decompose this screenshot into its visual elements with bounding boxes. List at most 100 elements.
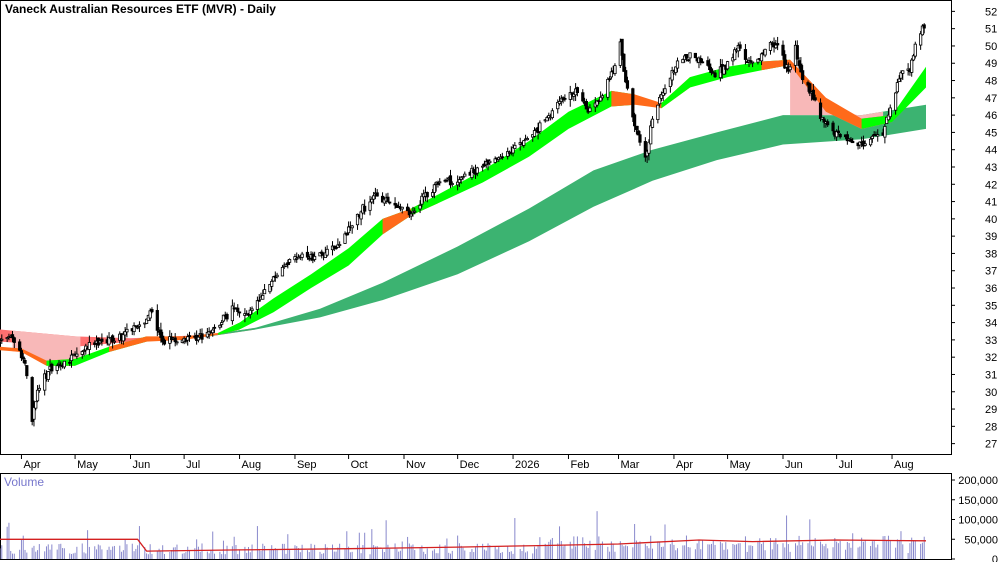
candle-body-down <box>388 201 392 204</box>
candle-body-down <box>307 257 311 260</box>
candle-body-up <box>35 389 40 402</box>
price-panel-border <box>0 0 952 455</box>
time-tick-label: May <box>730 459 751 471</box>
candle-body-up <box>457 179 462 183</box>
candle-body-down <box>838 133 842 138</box>
candle-body-up <box>722 65 726 75</box>
candle-body-down <box>686 59 690 62</box>
candle-body-down <box>706 60 710 66</box>
candle-body-up <box>5 337 9 339</box>
candle-body-up <box>343 233 347 244</box>
fade-band <box>790 59 884 129</box>
candle-body-up <box>296 256 301 259</box>
price-tick-label: 45 <box>985 127 997 139</box>
fade-band <box>12 330 81 366</box>
time-tick-label: Oct <box>351 459 368 471</box>
price-panel: Vaneck Australian Resources ETF (MVR) - … <box>0 0 952 455</box>
candle-body-down <box>801 70 805 81</box>
candle-body-down <box>50 363 54 372</box>
candle-body-up <box>175 341 179 344</box>
candle-body-up <box>287 259 292 263</box>
candle-body-up <box>756 58 760 63</box>
candle-body-up <box>261 294 265 300</box>
candle-body-up <box>681 59 685 64</box>
candle-body-up <box>368 201 372 211</box>
candle-body-down <box>286 262 290 266</box>
candle-body-up <box>522 140 526 146</box>
time-tick-label: Sep <box>297 459 317 471</box>
candle-body-up <box>820 117 824 120</box>
candle-body-up <box>318 252 322 257</box>
volume-tick-label: 50,000 <box>964 534 998 546</box>
candle-body-up <box>688 52 692 59</box>
candle-body-up <box>885 116 889 124</box>
candle-body-down <box>25 365 29 377</box>
candle-body-down <box>23 359 27 364</box>
candle-body-down <box>393 202 397 206</box>
price-tick-label: 49 <box>985 58 997 70</box>
fast-ribbon-up-segment <box>218 208 412 335</box>
candle-body-down <box>225 314 229 320</box>
candle-body-down <box>631 88 635 118</box>
candle-body-up <box>211 329 215 334</box>
price-tick-label: 51 <box>985 24 997 36</box>
candle-body-down <box>849 138 853 142</box>
time-tick-label: Jun <box>785 459 803 471</box>
candle-body-up <box>674 66 678 73</box>
candle-body-down <box>799 63 803 73</box>
candle-body-down <box>749 60 753 63</box>
time-tick-label: May <box>77 459 98 471</box>
candle-body-down <box>570 92 574 95</box>
candle-body-down <box>237 311 242 314</box>
candle-body-up <box>858 141 862 146</box>
candle-body-up <box>205 331 209 338</box>
candle-body-down <box>159 329 163 338</box>
candle-body-down <box>624 70 628 83</box>
candle-body-down <box>436 183 440 185</box>
candle-body-down <box>375 192 379 197</box>
price-tick-label: 43 <box>985 162 997 174</box>
candle-body-up <box>121 334 125 342</box>
candle-body-up <box>413 210 417 213</box>
candle-body-up <box>250 308 254 311</box>
candle-body-up <box>475 167 479 174</box>
candle-body-down <box>563 97 567 100</box>
candle-body-up <box>920 25 925 36</box>
candle-body-up <box>148 310 152 319</box>
candle-body-up <box>668 77 672 87</box>
candle-body-down <box>161 335 165 343</box>
price-tick-label: 35 <box>985 300 997 312</box>
candle-body-up <box>481 165 485 168</box>
price-tick-label: 40 <box>985 214 997 226</box>
candle-body-up <box>300 253 304 258</box>
candle-body-down <box>699 58 703 63</box>
price-tick-label: 41 <box>985 197 997 209</box>
candle-body-down <box>811 89 815 100</box>
candle-body-up <box>137 324 142 327</box>
candle-body-up <box>284 264 288 267</box>
candle-body-down <box>30 377 34 422</box>
candle-body-up <box>43 373 47 391</box>
candle-body-up <box>136 326 140 329</box>
fast-ribbon-up-segment <box>861 66 926 129</box>
candle-body-up <box>663 88 667 94</box>
candle-body-up <box>196 336 201 341</box>
candle-body-down <box>12 337 16 343</box>
candle-body-up <box>359 211 363 220</box>
candle-body-up <box>675 60 680 69</box>
candle-body-down <box>173 337 177 343</box>
candle-body-up <box>420 195 424 205</box>
price-tick-label: 52 <box>985 6 997 18</box>
price-tick-label: 32 <box>985 352 997 364</box>
time-tick-label: Jul <box>839 459 853 471</box>
candle-body-down <box>826 121 830 126</box>
candle-body-up <box>876 134 880 137</box>
candle-body-up <box>913 43 917 57</box>
volume-tick-label: 100,000 <box>958 515 998 527</box>
candle-body-up <box>863 143 867 146</box>
candle-body-down <box>405 206 410 212</box>
candle-body-down <box>620 38 624 56</box>
candle-body-down <box>187 335 192 337</box>
candle-body-down <box>622 53 626 72</box>
